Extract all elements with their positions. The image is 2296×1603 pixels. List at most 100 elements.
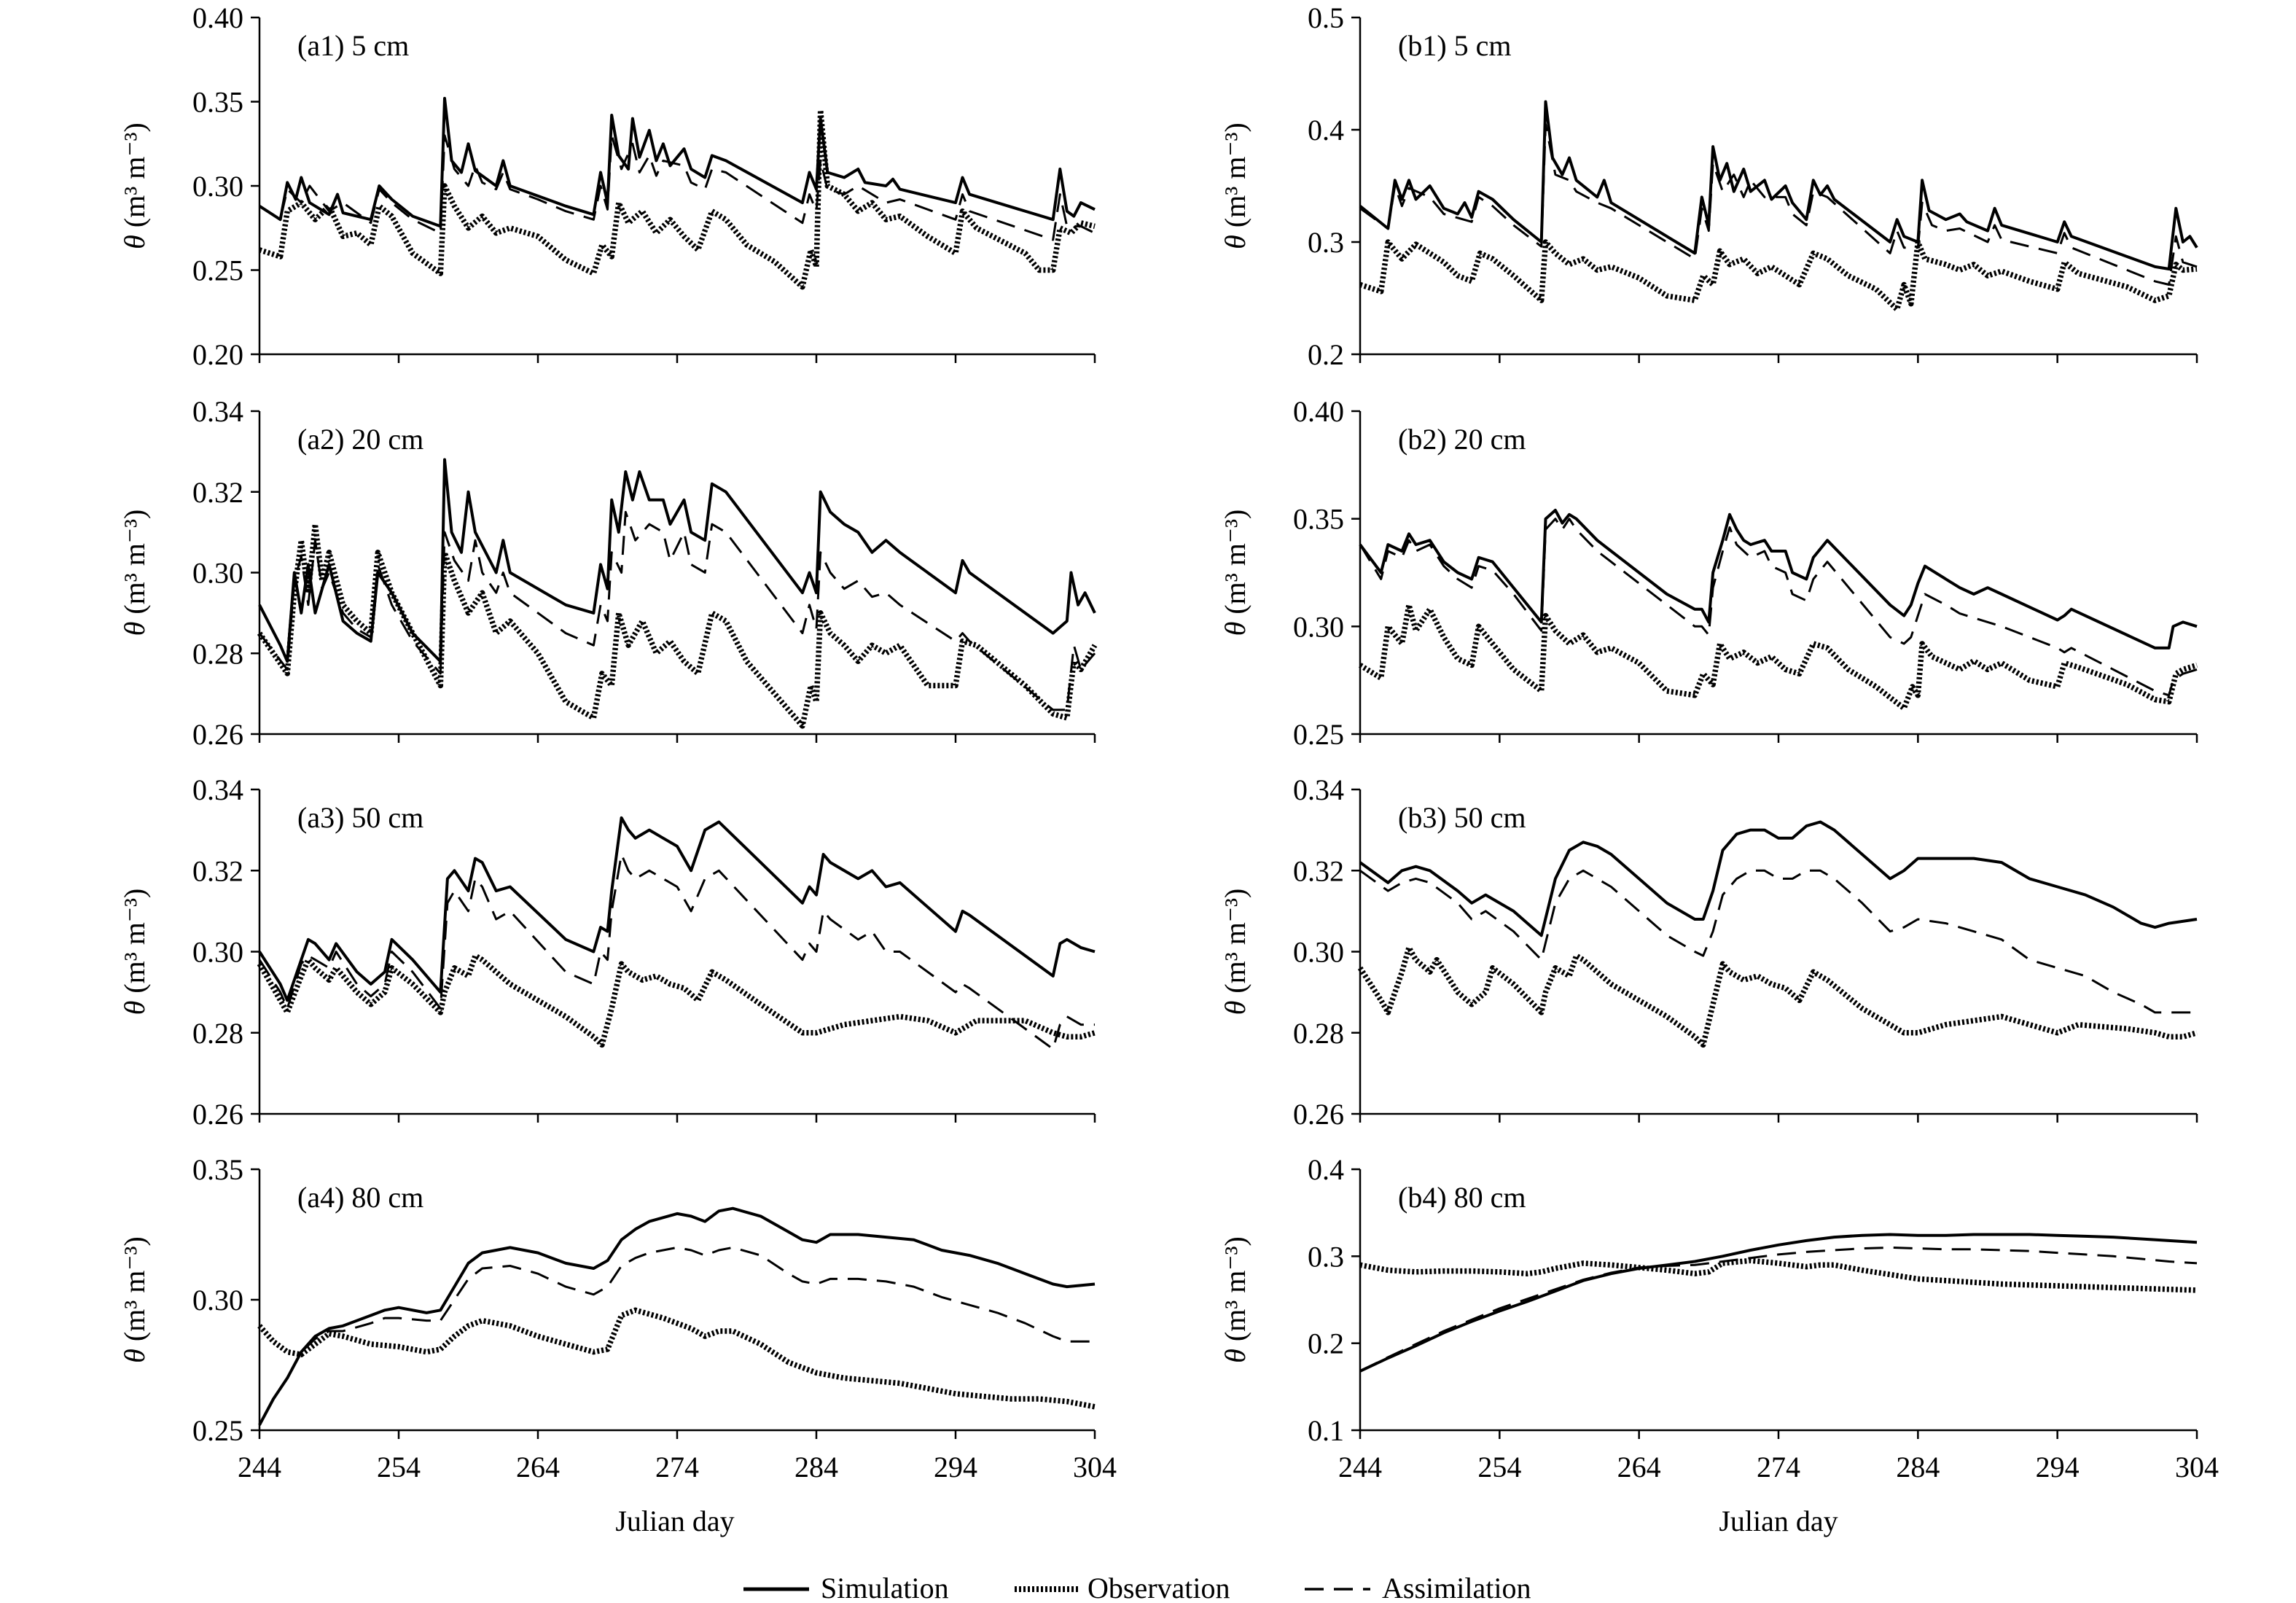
series-observation-a3	[257, 953, 1096, 1048]
series-assimilation-a4	[258, 1246, 1095, 1426]
panel-label-b1: (b1) 5 cm	[1398, 29, 1512, 62]
series-simulation-a4	[258, 1206, 1096, 1426]
x-tick-label-a4: 294	[934, 1451, 977, 1483]
panel-label-a1: (a1) 5 cm	[297, 29, 409, 62]
x-tick-label-a4: 304	[1073, 1451, 1117, 1483]
panel-b2: 0.40 0.35 0.30 0.25 (b2) 20 cm θ (m³ m⁻³)	[1219, 395, 2198, 751]
series-simulation-b4	[1359, 1233, 2198, 1373]
y-tick-label-b2: 0.35	[1293, 503, 1344, 536]
y-tick-label-b2: 0.40	[1293, 395, 1344, 428]
series-simulation-b2	[1359, 508, 2198, 650]
y-tick-label-b1: 0.4	[1308, 114, 1344, 147]
y-axis-title-a2: θ (m³ m⁻³)	[118, 510, 151, 636]
series-simulation-b1	[1359, 100, 2198, 270]
x-tick-label-b4: 294	[2036, 1451, 2080, 1483]
panel-label-a3: (a3) 50 cm	[297, 801, 423, 834]
y-tick-label-b1: 0.2	[1308, 338, 1344, 371]
panel-a2: 0.34 0.32 0.30 0.28 0.26 (a2) 20 cm θ (m³ m⁻³)	[118, 395, 1098, 751]
y-tick-label-a1: 0.30	[192, 170, 243, 203]
x-tick-label-a4: 274	[655, 1451, 699, 1483]
y-tick-label-b4: 0.4	[1308, 1153, 1344, 1186]
x-tick-label-b4: 264	[1617, 1451, 1661, 1483]
series-assimilation-b3	[1359, 869, 2197, 1014]
x-tick-label-b4: 284	[1896, 1451, 1940, 1483]
series-observation-a1	[258, 107, 1096, 290]
y-tick-label-b4: 0.1	[1308, 1414, 1344, 1447]
series-simulation-a3	[258, 816, 1096, 1002]
y-tick-label-a4: 0.35	[192, 1153, 243, 1186]
y-axis-title-b2: θ (m³ m⁻³)	[1219, 510, 1252, 636]
y-axis-title-a3: θ (m³ m⁻³)	[118, 889, 151, 1015]
y-tick-label-b4: 0.3	[1308, 1240, 1344, 1273]
y-tick-label-b3: 0.32	[1293, 854, 1344, 887]
series-observation-a4	[257, 1307, 1096, 1410]
y-tick-label-b1: 0.5	[1308, 1, 1344, 34]
y-tick-label-b3: 0.28	[1293, 1017, 1344, 1050]
series-observation-b3	[1357, 945, 2198, 1048]
y-tick-label-b1: 0.3	[1308, 226, 1344, 259]
y-tick-label-a3: 0.32	[192, 854, 243, 887]
series-observation-b2	[1359, 602, 2198, 711]
y-axis-title-b3: θ (m³ m⁻³)	[1219, 889, 1252, 1015]
y-tick-label-a1: 0.35	[192, 86, 243, 119]
y-tick-label-a3: 0.30	[192, 936, 243, 969]
series-assimilation-b1	[1359, 122, 2198, 286]
x-tick-label-a4: 284	[794, 1451, 838, 1483]
series-assimilation-a1	[259, 134, 1096, 241]
y-axis-title-b4: θ (m³ m⁻³)	[1219, 1236, 1252, 1363]
series-simulation-a2	[258, 458, 1096, 663]
y-tick-label-a4: 0.30	[192, 1284, 243, 1317]
y-tick-label-a1: 0.40	[192, 1, 243, 34]
panel-a1: 0.40 0.35 0.30 0.25 0.20 (a1) 5 cm θ (m³ m⁻³)	[118, 1, 1096, 371]
panel-label-a2: (a2) 20 cm	[297, 423, 423, 456]
panels: 0.400.350.300.250.20(a1) 5 cmθ (m³ m⁻³)0…	[118, 1, 2219, 1483]
x-tick-label-a4: 254	[377, 1451, 421, 1483]
y-tick-label-a3: 0.34	[192, 773, 243, 806]
panel-label-b3: (b3) 50 cm	[1398, 801, 1526, 834]
y-tick-label-a2: 0.30	[192, 557, 243, 590]
panel-b3: 0.34 0.32 0.30 0.28 0.26 (b3) 50 cm θ (m³ m⁻³)	[1219, 773, 2198, 1131]
y-axis-title-a1: θ (m³ m⁻³)	[118, 122, 151, 249]
y-tick-label-b3: 0.34	[1293, 773, 1344, 806]
y-tick-label-a1: 0.25	[192, 254, 243, 287]
legend: Simulation Observation Assimilation	[743, 1572, 1531, 1603]
series-assimilation-a3	[258, 853, 1095, 1050]
x-tick-label-b4: 274	[1757, 1451, 1800, 1483]
y-tick-label-a2: 0.28	[192, 637, 243, 670]
y-tick-label-a2: 0.32	[192, 476, 243, 509]
y-tick-label-b4: 0.2	[1308, 1327, 1344, 1360]
y-tick-label-a3: 0.26	[192, 1098, 243, 1131]
x-axis-title-right: Julian day	[1719, 1505, 1838, 1537]
series-assimilation-a2	[258, 510, 1096, 711]
panel-b4: 0.4 0.3 0.2 0.1 244 254 264 274 284 294 304 (b4) 80…	[1219, 1153, 2219, 1483]
y-tick-label-b2: 0.25	[1293, 718, 1344, 751]
series-simulation-a1	[258, 96, 1096, 228]
panel-a3: 0.34 0.32 0.30 0.28 0.26 (a3) 50 cm θ (m³ m⁻³)	[118, 773, 1096, 1131]
y-tick-label-a1: 0.20	[192, 338, 243, 371]
series-simulation-b3	[1359, 820, 2198, 937]
x-axis-title-left: Julian day	[615, 1505, 734, 1537]
y-axis-title-b1: θ (m³ m⁻³)	[1219, 122, 1252, 249]
x-tick-label-b4: 304	[2175, 1451, 2219, 1483]
panel-label-b2: (b2) 20 cm	[1398, 423, 1526, 456]
series-observation-b4	[1359, 1257, 2198, 1293]
y-axis-title-a4: θ (m³ m⁻³)	[118, 1236, 151, 1363]
y-tick-label-a3: 0.28	[192, 1017, 243, 1050]
x-tick-label-a4: 264	[516, 1451, 560, 1483]
panel-a4: 0.35 0.30 0.25 244 254 264 274 284 294 304 (a4) 80…	[118, 1153, 1117, 1483]
panel-b1: 0.5 0.4 0.3 0.2 (b1) 5 cm θ (m³ m⁻³)	[1219, 1, 2198, 371]
legend-label-assimilation: Assimilation	[1382, 1572, 1531, 1603]
y-tick-label-b3: 0.30	[1293, 936, 1344, 969]
legend-label-simulation: Simulation	[821, 1572, 949, 1603]
series-observation-a2	[257, 521, 1098, 729]
series-assimilation-b2	[1359, 518, 2198, 697]
y-tick-label-a2: 0.34	[192, 395, 243, 428]
legend-label-observation: Observation	[1088, 1572, 1230, 1603]
panel-label-b4: (b4) 80 cm	[1398, 1181, 1526, 1214]
series-observation-b1	[1359, 239, 2198, 313]
x-tick-label-a4: 244	[238, 1451, 281, 1483]
panel-label-a4: (a4) 80 cm	[297, 1181, 423, 1214]
y-tick-label-b2: 0.30	[1293, 610, 1344, 643]
y-tick-label-a2: 0.26	[192, 718, 243, 751]
